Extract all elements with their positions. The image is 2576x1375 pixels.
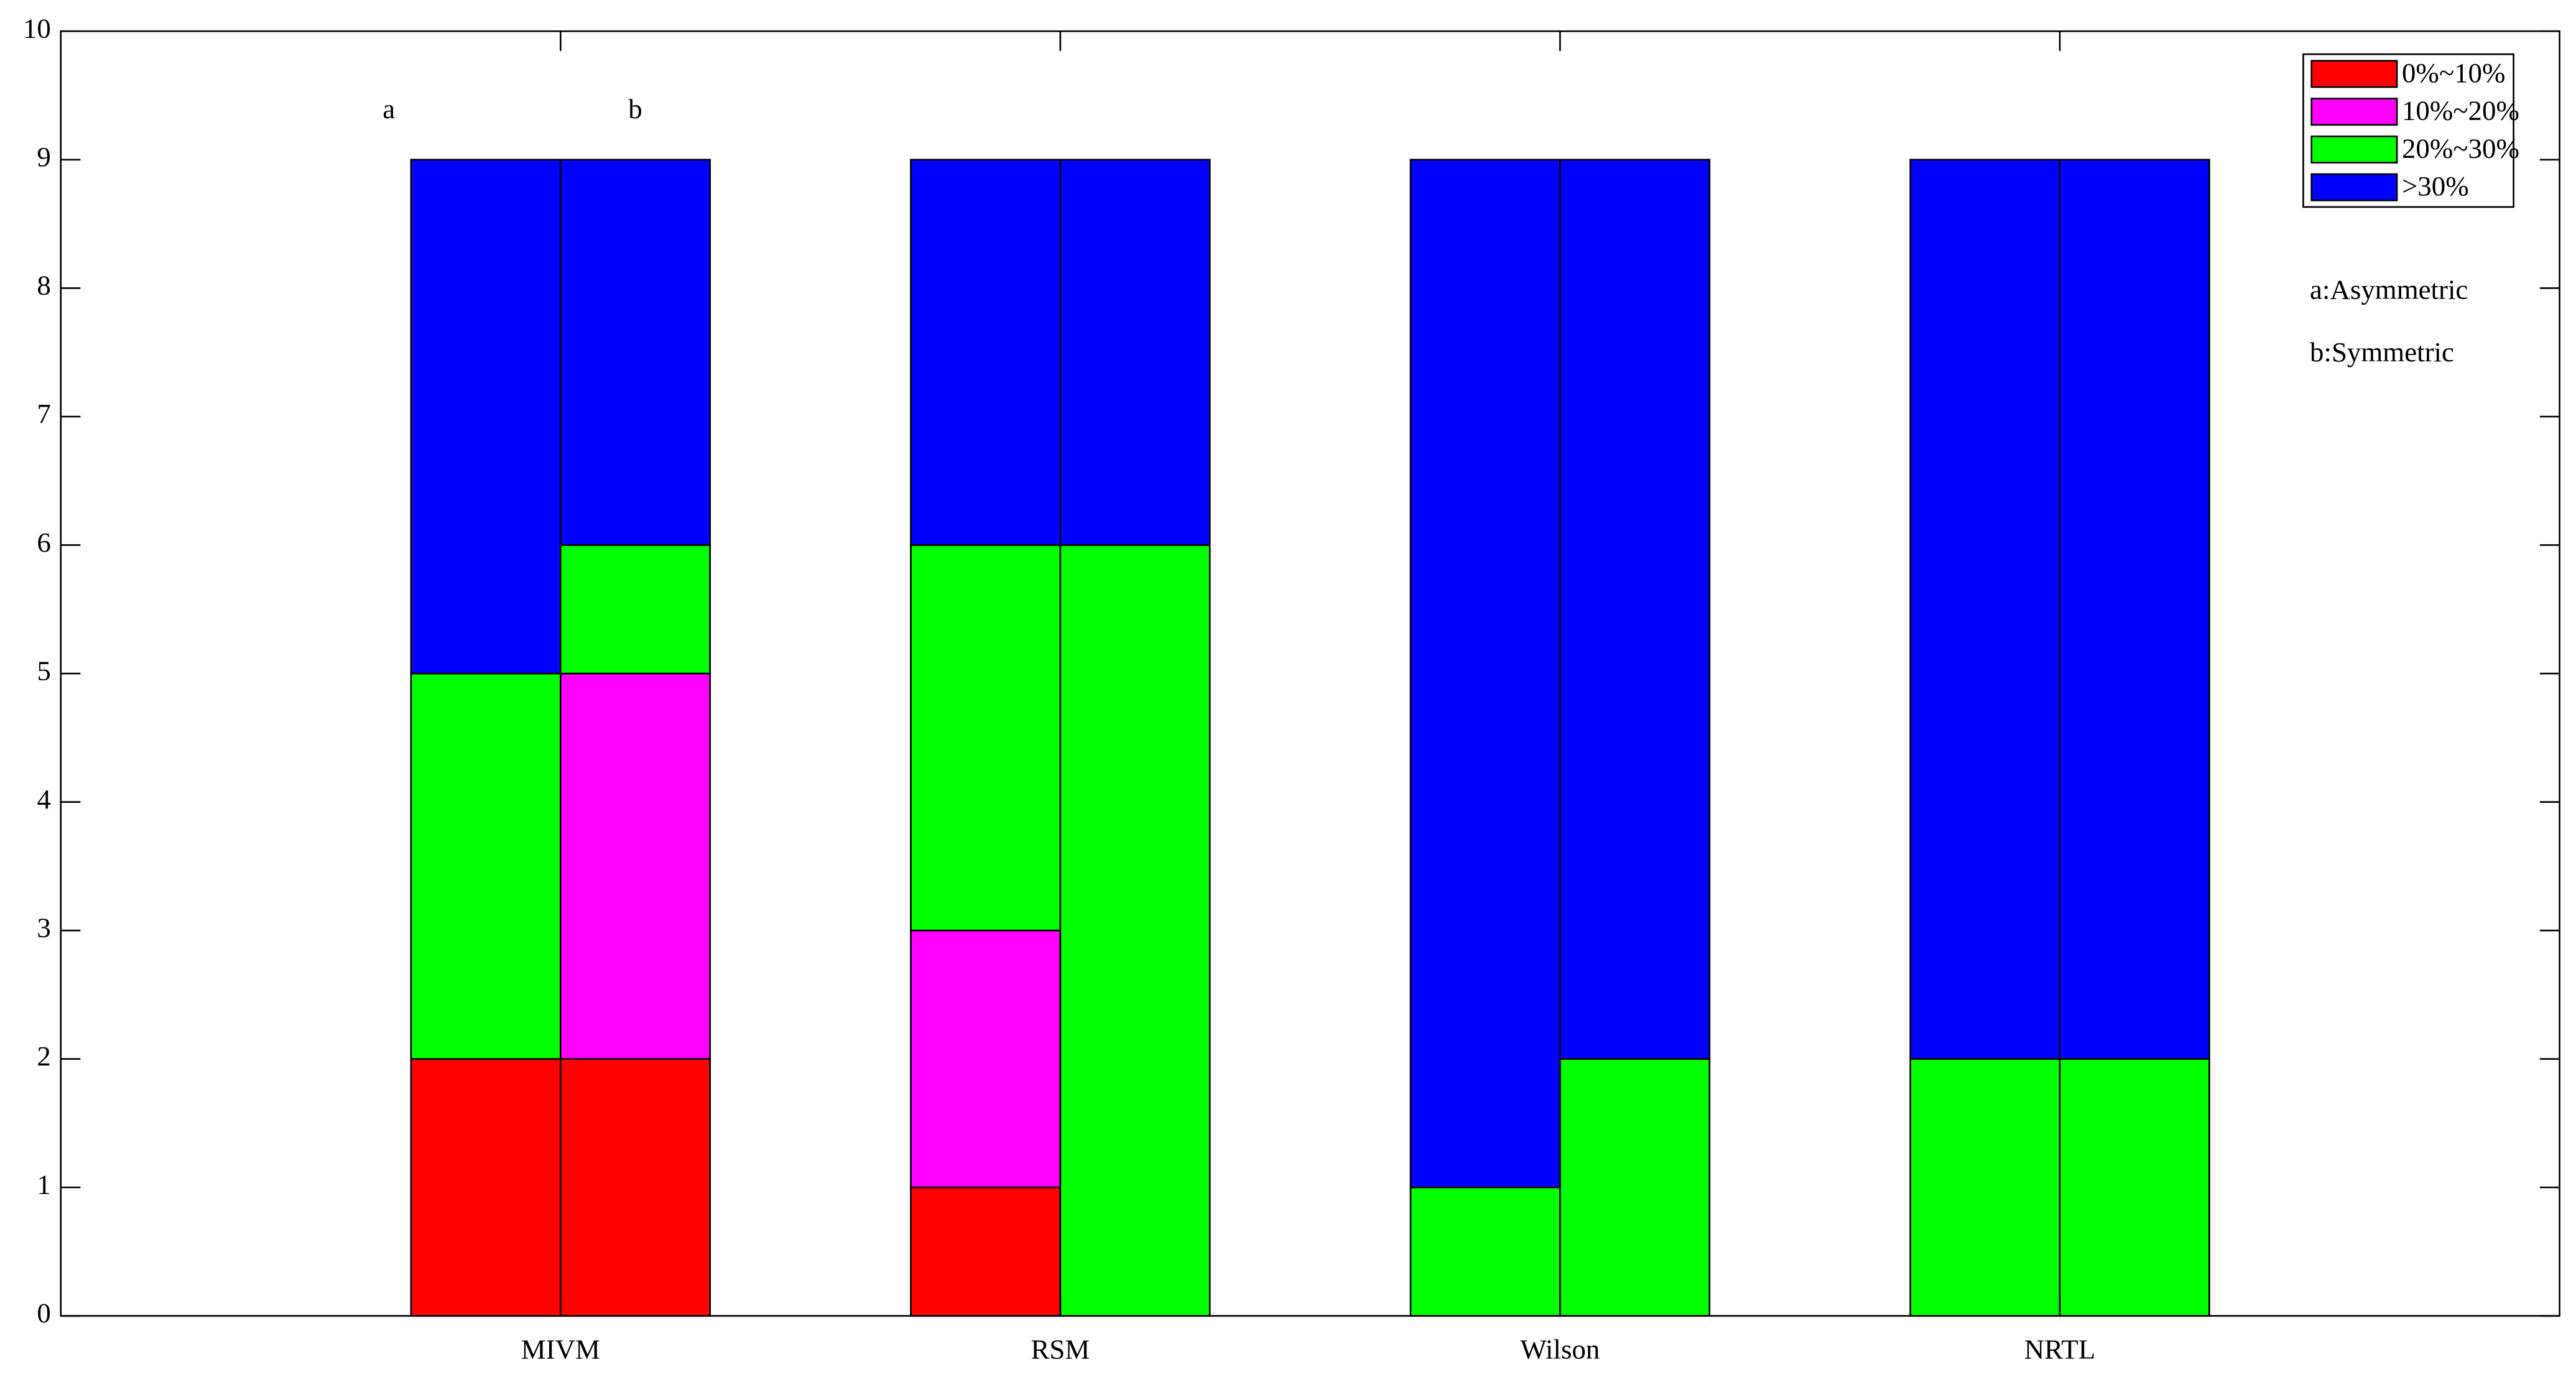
bar-segment [559, 672, 711, 1060]
annotation: a:Asymmetric [2310, 274, 2468, 305]
legend-label: 20%~30% [2402, 132, 2519, 164]
y-tick-label: 1 [37, 1169, 50, 1200]
legend-label: >30% [2402, 170, 2469, 201]
bar-segment [1559, 1058, 1711, 1317]
bar-segment [559, 1058, 711, 1317]
annotation: b:Symmetric [2310, 336, 2454, 368]
legend-swatch [2310, 60, 2398, 88]
y-tick-label: 6 [37, 527, 50, 558]
bar-label: a [382, 93, 395, 124]
bar-segment [1409, 1187, 1561, 1317]
bar-segment [2059, 159, 2210, 1060]
y-tick-label: 7 [37, 398, 50, 429]
x-tick-label: NRTL [2024, 1333, 2096, 1364]
y-tick-label: 2 [37, 1040, 50, 1072]
y-tick-label: 0 [37, 1297, 50, 1328]
bar-segment [410, 159, 562, 675]
legend-swatch [2310, 98, 2398, 126]
y-tick-label: 4 [37, 784, 50, 815]
bar-segment [1059, 544, 1211, 1317]
legend-label: 0%~10% [2402, 57, 2505, 88]
legend-swatch [2310, 135, 2398, 164]
bar-segment [910, 159, 1062, 546]
bar-segment [910, 929, 1062, 1188]
bar-segment [559, 159, 711, 546]
y-tick-label: 10 [23, 12, 51, 44]
bar-segment [910, 544, 1062, 932]
bar-segment [910, 1187, 1062, 1317]
y-tick-label: 9 [37, 141, 50, 172]
legend-label: 10%~20% [2402, 95, 2519, 126]
legend-swatch [2310, 173, 2398, 201]
bar-segment [1059, 159, 1211, 546]
y-tick-label: 8 [37, 270, 50, 301]
x-tick-label: MIVM [521, 1333, 600, 1364]
bar-segment [410, 672, 562, 1060]
y-tick-label: 3 [37, 912, 50, 943]
bar-segment [410, 1058, 562, 1317]
bar-segment [1909, 159, 2061, 1060]
x-tick-label: RSM [1031, 1333, 1090, 1364]
x-tick-label: Wilson [1520, 1333, 1600, 1364]
y-tick-label: 5 [37, 655, 50, 686]
bar-label: b [628, 93, 642, 124]
bar-segment [1559, 159, 1711, 1060]
bar-segment [1409, 159, 1561, 1188]
bar-segment [559, 544, 711, 675]
bar-segment [2059, 1058, 2210, 1317]
bar-segment [1909, 1058, 2061, 1317]
